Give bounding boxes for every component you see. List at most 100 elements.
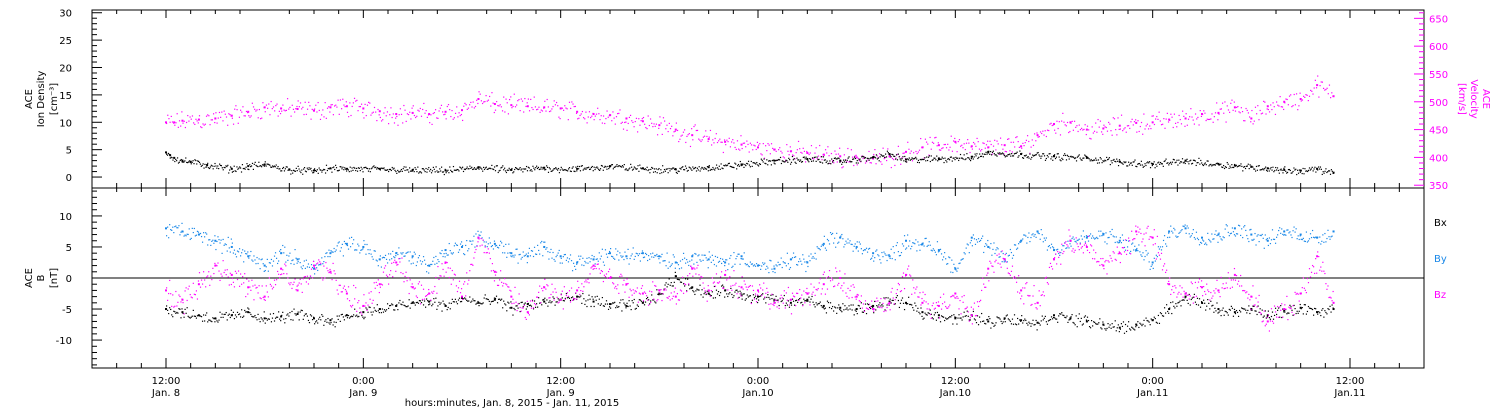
by-sample [817, 247, 819, 249]
density-sample [751, 165, 753, 167]
velocity-sample [1029, 152, 1031, 154]
by-sample [459, 243, 462, 245]
by-sample [1175, 235, 1177, 237]
by-sample [465, 244, 467, 247]
bx-sample [1061, 312, 1063, 314]
velocity-sample [877, 156, 880, 159]
density-sample [630, 163, 632, 165]
velocity-sample [1177, 121, 1179, 124]
by-sample [960, 259, 962, 261]
velocity-sample [249, 116, 251, 118]
density-sample [660, 169, 662, 171]
bx-sample [501, 298, 503, 300]
by-point [905, 239, 907, 242]
velocity-sample [229, 113, 231, 116]
bx-sample [660, 293, 662, 295]
velocity-sample [383, 112, 385, 114]
velocity-sample [335, 104, 337, 106]
density-sample [214, 162, 216, 165]
bx-sample [245, 311, 247, 313]
by-sample [1251, 239, 1253, 241]
by-sample [1037, 232, 1039, 234]
density-sample [278, 168, 280, 170]
velocity-sample [856, 164, 858, 166]
bx-sample [537, 306, 539, 308]
bx-sample [633, 298, 635, 301]
by-sample [402, 252, 404, 254]
velocity-sample [965, 142, 968, 144]
by-sample [300, 266, 302, 268]
density-sample [530, 169, 532, 171]
density-sample [745, 164, 747, 167]
by-sample [797, 264, 799, 266]
bx-sample [168, 312, 170, 315]
density-sample [765, 163, 767, 165]
velocity-sample [1091, 126, 1093, 128]
bx-sample [654, 301, 656, 303]
velocity-sample [620, 122, 622, 124]
bx-sample [714, 297, 717, 299]
by-sample [225, 244, 227, 246]
bx-sample [438, 301, 440, 303]
density-sample [631, 166, 633, 168]
density-sample [414, 167, 416, 169]
velocity-sample [227, 124, 229, 126]
density-sample [934, 157, 936, 159]
density-sample [540, 166, 542, 168]
by-sample [265, 266, 267, 268]
by-sample [1141, 255, 1143, 257]
density-sample [442, 171, 445, 173]
by-sample [1032, 233, 1034, 235]
bx-sample [860, 302, 862, 304]
by-sample [1195, 231, 1198, 233]
bx-sample [300, 309, 302, 311]
bx-sample [821, 306, 823, 308]
b-tick-label: -10 [56, 336, 72, 347]
bx-sample [1235, 309, 1238, 312]
density-sample [1138, 163, 1140, 165]
velocity-point [1168, 118, 1171, 121]
velocity-sample [388, 123, 390, 125]
by-sample [644, 252, 647, 255]
density-sample [776, 159, 778, 161]
bx-sample [650, 300, 652, 302]
velocity-point [395, 113, 398, 116]
density-sample [1329, 173, 1332, 175]
density-sample [1003, 154, 1005, 156]
by-sample [604, 249, 607, 251]
by-sample [1027, 236, 1029, 239]
velocity-sample [584, 118, 586, 120]
velocity-sample [756, 141, 759, 144]
bx-sample [1288, 312, 1290, 314]
density-sample [784, 161, 786, 163]
by-sample [951, 259, 953, 261]
bx-sample [850, 304, 852, 306]
velocity-sample [1075, 126, 1077, 128]
velocity-sample [235, 105, 237, 107]
bx-sample [1204, 302, 1206, 304]
bx-sample [499, 298, 501, 300]
density-sample [279, 168, 281, 170]
by-sample [997, 248, 999, 250]
density-sample [583, 168, 585, 170]
by-sample [515, 248, 517, 250]
velocity-point [526, 105, 529, 108]
density-sample [603, 166, 605, 169]
bx-sample [330, 321, 332, 324]
velocity-sample [577, 118, 579, 120]
bx-sample [1161, 315, 1164, 317]
density-sample [957, 157, 959, 159]
by-sample [1298, 238, 1300, 241]
velocity-sample [775, 150, 777, 152]
density-sample [408, 171, 410, 173]
by-sample [1021, 239, 1023, 241]
density-sample [752, 162, 754, 164]
velocity-sample [819, 144, 821, 147]
by-sample [1050, 243, 1053, 245]
by-sample [585, 262, 587, 264]
bx-sample [1072, 321, 1074, 324]
by-sample [823, 235, 825, 237]
velocity-sample [261, 117, 263, 119]
density-sample [1200, 159, 1202, 162]
bx-sample [615, 307, 617, 309]
